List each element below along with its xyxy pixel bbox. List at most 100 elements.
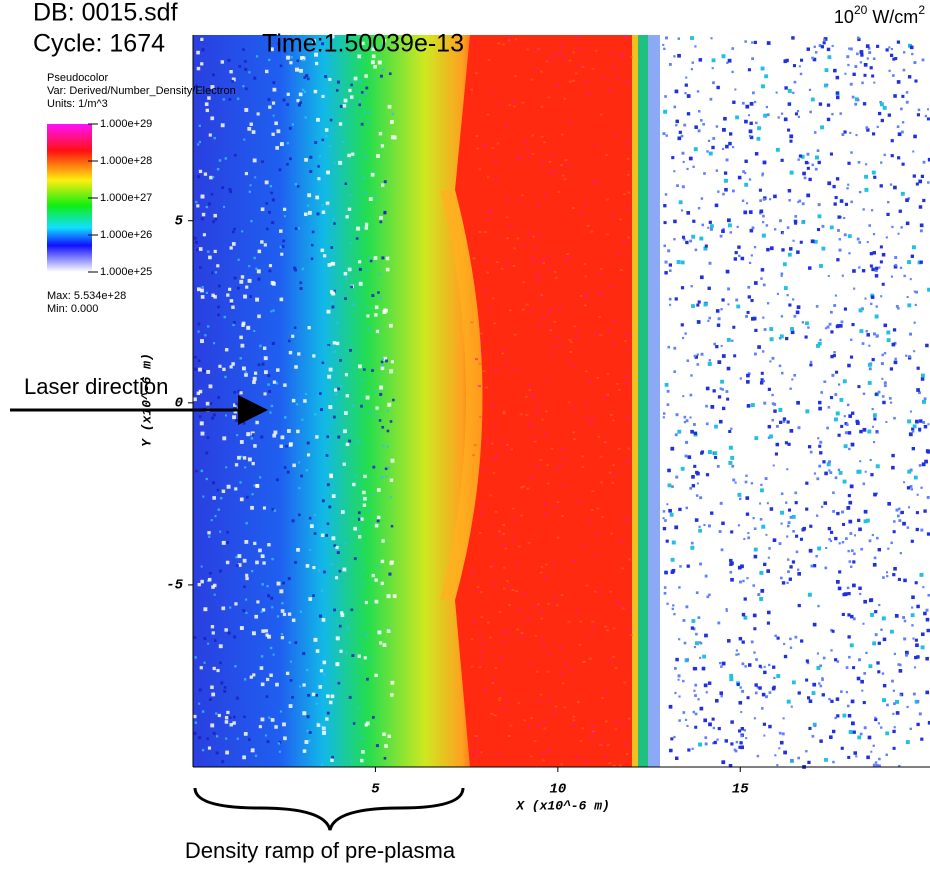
- speckle: [919, 223, 924, 228]
- speckle: [494, 369, 498, 372]
- speckle: [260, 207, 265, 212]
- speckle: [913, 290, 916, 293]
- speckle: [692, 165, 695, 168]
- speckle: [698, 641, 702, 644]
- speckle: [897, 663, 901, 666]
- speckle: [913, 61, 917, 65]
- speckle: [243, 585, 246, 589]
- speckle: [875, 335, 878, 338]
- speckle: [535, 605, 539, 608]
- speckle: [893, 726, 896, 729]
- speckle: [819, 739, 823, 743]
- speckle: [498, 699, 502, 702]
- speckle: [858, 308, 863, 313]
- speckle: [225, 560, 230, 565]
- speckle: [827, 406, 831, 409]
- speckle: [744, 171, 747, 175]
- speckle: [859, 329, 864, 334]
- speckle: [817, 604, 820, 608]
- speckle: [856, 36, 860, 40]
- speckle: [743, 210, 748, 215]
- speckle: [907, 260, 912, 265]
- speckle: [317, 165, 320, 168]
- speckle: [800, 639, 804, 643]
- speckle: [712, 742, 715, 745]
- speckle: [792, 91, 795, 94]
- speckle: [848, 500, 853, 505]
- speckle: [766, 610, 771, 615]
- speckle: [868, 664, 873, 669]
- speckle: [814, 725, 817, 728]
- speckle: [511, 507, 515, 510]
- speckle: [665, 36, 668, 40]
- speckle: [796, 400, 800, 405]
- speckle: [744, 480, 748, 484]
- speckle: [817, 214, 822, 219]
- speckle: [898, 209, 902, 213]
- speckle: [198, 688, 202, 692]
- speckle: [257, 363, 261, 367]
- speckle: [835, 411, 840, 416]
- speckle: [748, 261, 752, 264]
- speckle: [761, 84, 765, 89]
- speckle: [204, 334, 207, 337]
- speckle: [517, 702, 521, 705]
- speckle: [840, 690, 843, 693]
- speckle: [697, 300, 701, 304]
- speckle: [817, 160, 821, 165]
- speckle: [702, 654, 706, 659]
- speckle: [229, 69, 233, 74]
- speckle: [849, 532, 853, 535]
- speckle: [805, 321, 809, 326]
- speckle: [925, 690, 930, 695]
- speckle: [922, 160, 926, 164]
- speckle: [320, 589, 324, 593]
- speckle: [498, 697, 502, 700]
- speckle: [744, 665, 747, 668]
- speckle: [271, 132, 275, 136]
- speckle: [768, 663, 771, 667]
- speckle: [847, 549, 850, 553]
- speckle: [888, 69, 891, 72]
- speckle: [626, 80, 630, 83]
- speckle: [253, 256, 256, 260]
- speckle: [599, 291, 603, 294]
- speckle: [760, 589, 765, 593]
- speckle: [232, 323, 235, 327]
- speckle: [366, 269, 369, 272]
- speckle: [920, 632, 925, 637]
- speckle: [594, 554, 598, 557]
- speckle: [606, 744, 610, 747]
- speckle: [735, 115, 739, 120]
- speckle: [208, 255, 212, 260]
- speckle: [926, 108, 929, 111]
- speckle: [576, 701, 580, 704]
- speckle: [320, 724, 323, 728]
- speckle: [829, 225, 834, 230]
- speckle: [549, 329, 553, 332]
- speckle: [844, 431, 848, 435]
- speckle: [298, 487, 301, 490]
- speckle: [865, 651, 868, 655]
- speckle: [197, 322, 201, 326]
- speckle: [590, 230, 594, 233]
- speckle: [727, 223, 732, 228]
- speckle: [288, 126, 292, 130]
- speckle: [805, 409, 810, 414]
- speckle: [705, 473, 710, 477]
- speckle: [866, 128, 870, 132]
- speckle: [578, 47, 582, 50]
- speckle: [260, 435, 264, 439]
- speckle: [914, 79, 918, 83]
- speckle: [554, 705, 558, 708]
- colorbar-tick-label: 1.000e+26: [100, 229, 152, 241]
- speckle: [850, 151, 853, 154]
- speckle: [220, 123, 225, 128]
- speckle: [315, 49, 318, 52]
- speckle: [328, 700, 333, 705]
- speckle: [217, 313, 220, 317]
- speckle: [789, 637, 792, 641]
- speckle: [560, 763, 564, 766]
- speckle: [540, 70, 544, 73]
- speckle: [783, 750, 787, 755]
